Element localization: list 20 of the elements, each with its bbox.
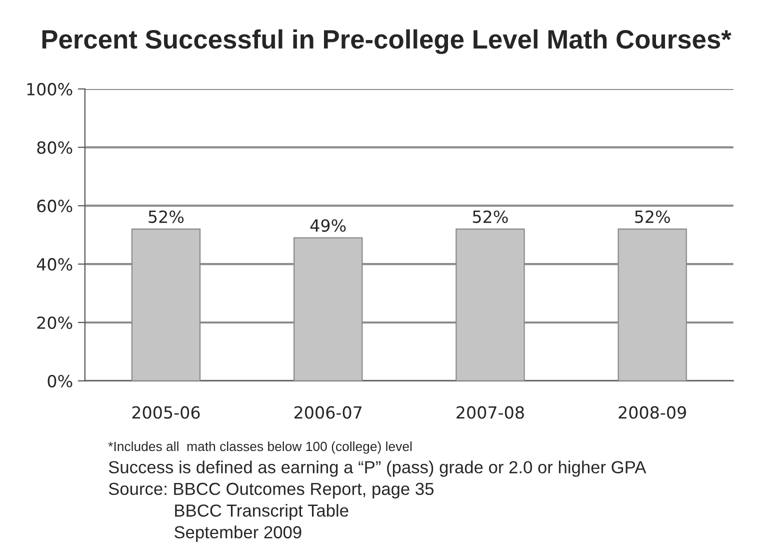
x-tick-label: 2005-06 [132,406,200,419]
text: BBCC Transcript Table [175,504,348,520]
y-tick-label: 40% [36,258,72,271]
source-note: Source: BBCC Outcomes Report, page 35 [108,482,434,498]
data-label: 52% [472,210,508,224]
text: *Includes all math classes below 100 (college) level [108,441,412,454]
text: September 2009 [174,526,302,542]
data-label: 49% [310,219,346,232]
text: Success is defined as earning a “P” (pass) grade or 2.0 or higher GPA [108,460,646,477]
x-tick-label: 2006-07 [294,406,362,419]
y-tick-label: 0% [48,374,72,388]
x-tick-label: 2007-08 [456,406,524,419]
x-tick-label: 2008-09 [618,406,686,419]
y-tick-label: 100% [27,82,72,96]
y-tick-label: 20% [37,316,72,330]
data-label: 52% [148,210,184,224]
data-label: 52% [635,210,670,224]
chart-title: Percent Successful in Pre-college Level Math Courses* [42,29,732,54]
y-tick-label: 80% [37,141,72,154]
y-tick-label: 60% [37,200,72,212]
